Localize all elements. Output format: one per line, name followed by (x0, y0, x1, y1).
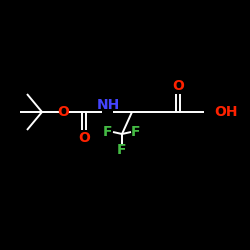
Text: O: O (57, 105, 69, 119)
Text: O: O (172, 79, 184, 93)
Text: O: O (78, 131, 90, 145)
Text: F: F (117, 143, 127, 157)
Text: F: F (103, 125, 113, 139)
Text: F: F (131, 125, 141, 139)
Text: OH: OH (214, 105, 238, 119)
Text: NH: NH (96, 98, 120, 112)
